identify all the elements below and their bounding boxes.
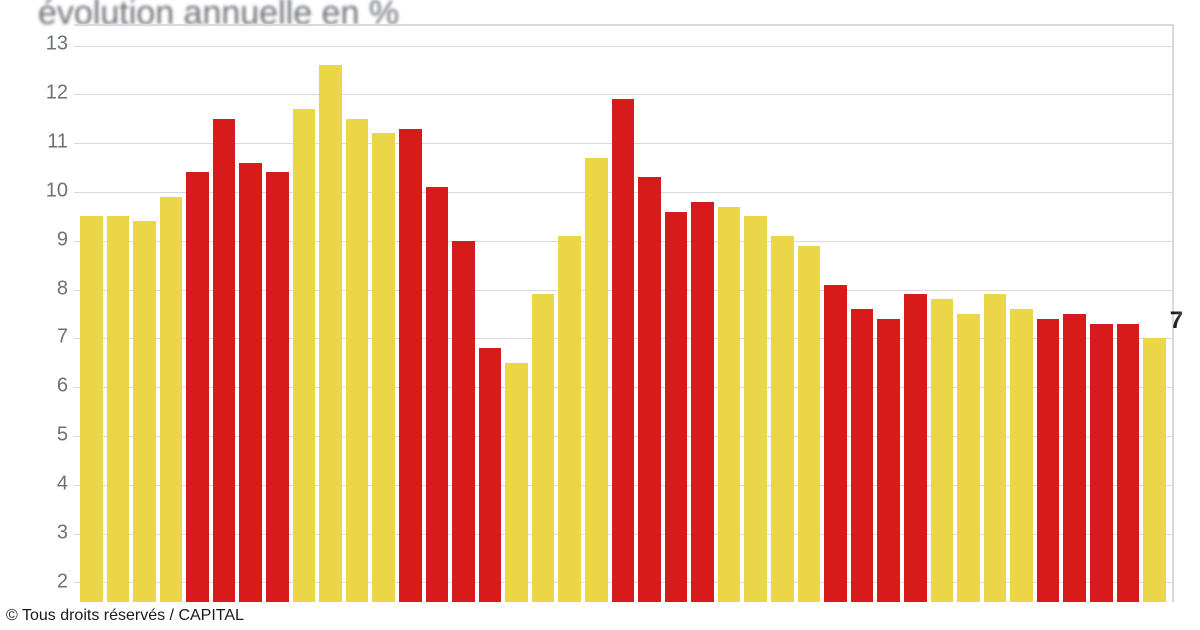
bar: [691, 202, 714, 602]
bar: [638, 177, 661, 602]
plot-area: 7: [74, 24, 1174, 602]
bar: [426, 187, 449, 602]
bar: [798, 246, 821, 602]
bar: [931, 299, 954, 602]
bar: [319, 65, 342, 602]
bar: [1063, 314, 1086, 602]
credit-text: © Tous droits réservés / CAPITAL: [6, 607, 244, 625]
y-tick-label: 13: [46, 32, 68, 55]
y-tick-label: 4: [57, 473, 68, 496]
credit-bar: © Tous droits réservés / CAPITAL: [0, 602, 1200, 630]
bar: [80, 216, 103, 602]
bar: [452, 241, 475, 602]
y-tick-label: 5: [57, 424, 68, 447]
bar: [877, 319, 900, 602]
bar: [160, 197, 183, 602]
bar: [346, 119, 369, 602]
bar: [558, 236, 581, 602]
bar: [957, 314, 980, 602]
bar: [372, 133, 395, 602]
bar: [1010, 309, 1033, 602]
bars-container: [74, 26, 1172, 602]
y-axis-labels: 2 3 4 5 6 7 8 9 10 11 12 13: [40, 24, 74, 602]
y-tick-label: 10: [46, 179, 68, 202]
bar: [1037, 319, 1060, 602]
bar: [1143, 338, 1166, 602]
bar: [585, 158, 608, 602]
y-tick-label: 3: [57, 522, 68, 545]
bar: [133, 221, 156, 602]
bar: [532, 294, 555, 602]
bar: [107, 216, 130, 602]
bar: [851, 309, 874, 602]
bar: [479, 348, 502, 602]
bar: [824, 285, 847, 602]
y-tick-label: 12: [46, 81, 68, 104]
last-value-annotation: 7: [1170, 307, 1183, 335]
y-tick-label: 6: [57, 375, 68, 398]
bar: [1117, 324, 1140, 602]
y-tick-label: 8: [57, 277, 68, 300]
bar: [771, 236, 794, 602]
y-tick-label: 11: [47, 130, 68, 153]
bar: [665, 212, 688, 603]
bar: [239, 163, 262, 602]
bar: [213, 119, 236, 602]
bar: [904, 294, 927, 602]
bar: [1090, 324, 1113, 602]
bar: [718, 207, 741, 602]
bar: [266, 172, 289, 602]
y-tick-label: 2: [57, 571, 68, 594]
y-tick-label: 7: [57, 326, 68, 349]
bar: [984, 294, 1007, 602]
y-tick-label: 9: [57, 228, 68, 251]
bar: [505, 363, 528, 602]
bar: [399, 129, 422, 602]
chart-area: 2345678910111213 7: [40, 24, 1180, 602]
bar: [612, 99, 635, 602]
bar: [293, 109, 316, 602]
bar: [186, 172, 209, 602]
bar: [744, 216, 767, 602]
